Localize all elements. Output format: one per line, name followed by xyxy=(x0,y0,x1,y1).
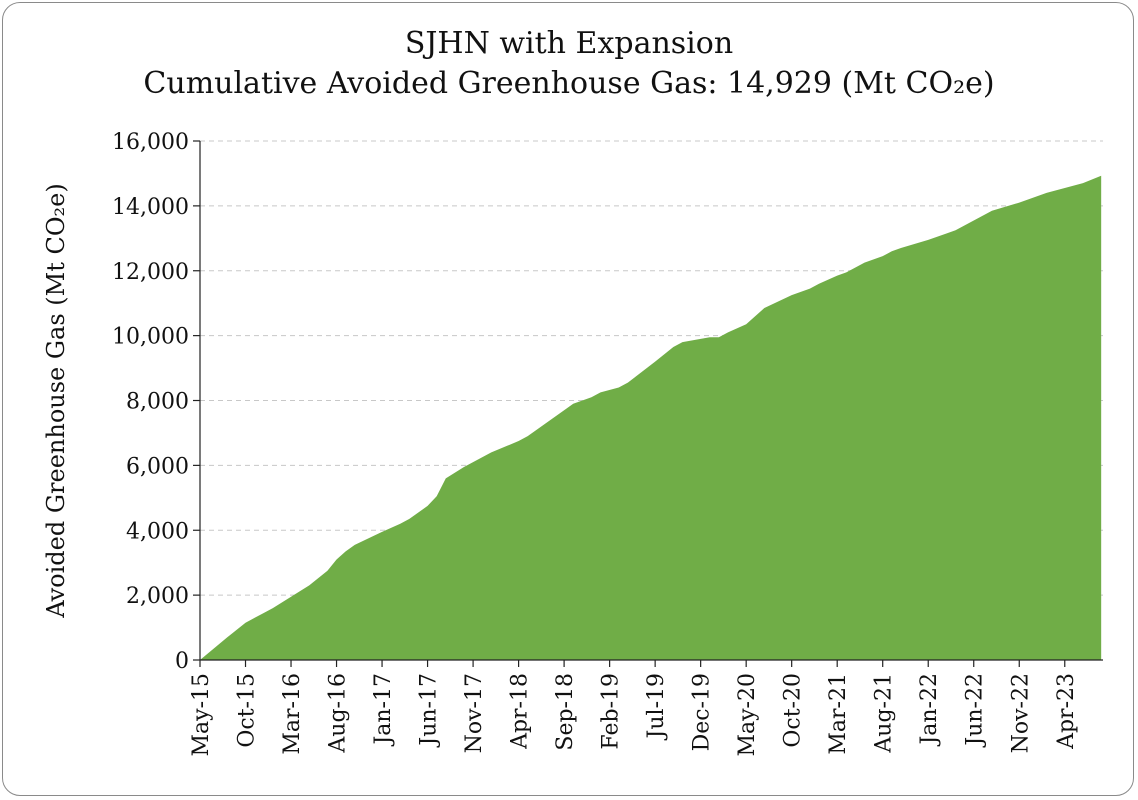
x-tick-label: Jan-22 xyxy=(917,673,942,747)
x-tick-label: Oct-15 xyxy=(235,673,260,748)
x-tick-label: Jun-22 xyxy=(963,673,988,748)
y-tick-label: 4,000 xyxy=(126,519,189,544)
y-axis-title: Avoided Greenhouse Gas (Mt CO₂e) xyxy=(42,183,70,618)
x-tick-label: Oct-20 xyxy=(781,673,806,748)
chart-subtitle: Cumulative Avoided Greenhouse Gas: 14,92… xyxy=(143,66,995,101)
x-tick-label: Dec-19 xyxy=(690,673,715,751)
x-tick-label: Aug-16 xyxy=(326,673,351,754)
x-tick-label: Apr-18 xyxy=(508,673,533,750)
y-tick-label: 8,000 xyxy=(126,390,189,415)
x-tick-label: Apr-23 xyxy=(1054,673,1079,750)
x-tick-label: Feb-19 xyxy=(599,673,624,750)
x-tick-label: May-20 xyxy=(735,673,760,757)
x-tick-label: Nov-17 xyxy=(462,673,487,753)
x-tick-label: Sep-18 xyxy=(553,673,578,751)
y-tick-label: 12,000 xyxy=(112,260,189,285)
y-tick-label: 14,000 xyxy=(112,195,189,220)
y-tick-label: 16,000 xyxy=(112,130,189,155)
x-tick-label: Mar-21 xyxy=(826,673,851,755)
x-tick-label: Nov-22 xyxy=(1008,673,1033,753)
x-tick-label: Jan-17 xyxy=(371,673,396,747)
x-tick-label: Jun-17 xyxy=(417,673,442,748)
chart-title: SJHN with Expansion xyxy=(404,26,734,61)
area-series xyxy=(200,175,1102,661)
x-tick-label: May-15 xyxy=(189,673,214,757)
x-tick-label: Aug-21 xyxy=(872,673,897,754)
x-tick-label: Mar-16 xyxy=(280,673,305,755)
y-tick-label: 2,000 xyxy=(126,584,189,609)
y-tick-label: 0 xyxy=(175,649,189,674)
x-tick-label: Jul-19 xyxy=(644,673,669,740)
y-tick-label: 10,000 xyxy=(112,325,189,350)
y-tick-label: 6,000 xyxy=(126,454,189,479)
